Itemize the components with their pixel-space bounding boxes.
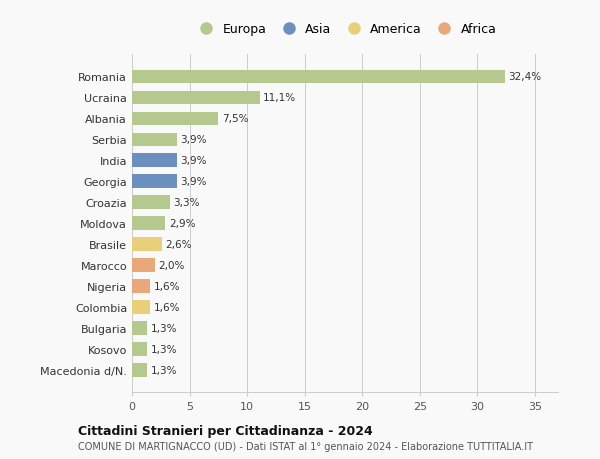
Bar (132, 112, 218, 126)
Text: 2,0%: 2,0% (158, 261, 185, 271)
Text: 3,9%: 3,9% (181, 177, 207, 187)
Text: 3,9%: 3,9% (181, 156, 207, 166)
Bar (132, 364, 147, 377)
Text: 2,6%: 2,6% (166, 240, 192, 250)
Legend: Europa, Asia, America, Africa: Europa, Asia, America, Africa (191, 21, 499, 39)
Text: 32,4%: 32,4% (508, 72, 542, 82)
Bar (132, 175, 177, 189)
Bar (132, 322, 147, 335)
Text: 1,6%: 1,6% (154, 302, 181, 313)
Text: 11,1%: 11,1% (263, 93, 296, 103)
Bar (132, 259, 155, 273)
Bar (132, 342, 147, 356)
Bar (132, 196, 170, 210)
Bar (132, 91, 260, 105)
Text: 1,3%: 1,3% (151, 324, 177, 333)
Bar (132, 280, 151, 293)
Bar (132, 133, 177, 147)
Text: 1,6%: 1,6% (154, 281, 181, 291)
Bar (132, 238, 162, 252)
Text: 3,9%: 3,9% (181, 135, 207, 145)
Bar (132, 301, 151, 314)
Text: 2,9%: 2,9% (169, 219, 196, 229)
Bar (132, 154, 177, 168)
Bar (132, 217, 166, 230)
Text: Cittadini Stranieri per Cittadinanza - 2024: Cittadini Stranieri per Cittadinanza - 2… (78, 424, 373, 437)
Text: 1,3%: 1,3% (151, 365, 177, 375)
Text: 3,3%: 3,3% (173, 198, 200, 208)
Text: 7,5%: 7,5% (222, 114, 248, 124)
Text: COMUNE DI MARTIGNACCO (UD) - Dati ISTAT al 1° gennaio 2024 - Elaborazione TUTTIT: COMUNE DI MARTIGNACCO (UD) - Dati ISTAT … (78, 441, 533, 451)
Text: 1,3%: 1,3% (151, 344, 177, 354)
Bar (132, 70, 505, 84)
